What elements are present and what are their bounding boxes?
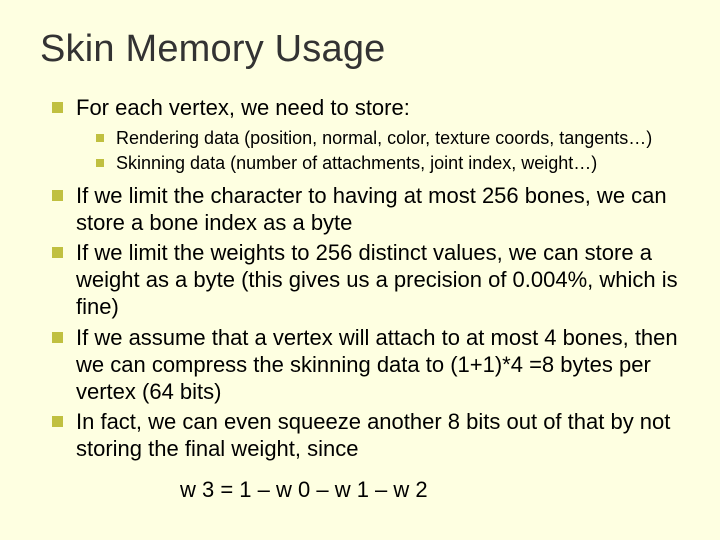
list-item: If we assume that a vertex will attach t… <box>48 325 680 405</box>
list-item: Skinning data (number of attachments, jo… <box>94 153 680 175</box>
list-item: If we limit the character to having at m… <box>48 183 680 237</box>
list-item: In fact, we can even squeeze another 8 b… <box>48 409 680 463</box>
bullet-text: If we limit the weights to 256 distinct … <box>76 240 678 319</box>
bullet-list: For each vertex, we need to store: Rende… <box>40 95 680 463</box>
list-item: If we limit the weights to 256 distinct … <box>48 240 680 320</box>
bullet-text: If we assume that a vertex will attach t… <box>76 325 678 404</box>
formula-text: w 3 = 1 – w 0 – w 1 – w 2 <box>180 477 680 503</box>
list-item: For each vertex, we need to store: Rende… <box>48 95 680 175</box>
sub-list: Rendering data (position, normal, color,… <box>76 128 680 175</box>
bullet-text: Rendering data (position, normal, color,… <box>116 128 652 148</box>
bullet-text: Skinning data (number of attachments, jo… <box>116 153 597 173</box>
bullet-text: For each vertex, we need to store: <box>76 95 410 120</box>
slide-title: Skin Memory Usage <box>40 28 680 71</box>
slide: Skin Memory Usage For each vertex, we ne… <box>0 0 720 540</box>
bullet-text: If we limit the character to having at m… <box>76 183 667 235</box>
bullet-text: In fact, we can even squeeze another 8 b… <box>76 409 670 461</box>
list-item: Rendering data (position, normal, color,… <box>94 128 680 150</box>
